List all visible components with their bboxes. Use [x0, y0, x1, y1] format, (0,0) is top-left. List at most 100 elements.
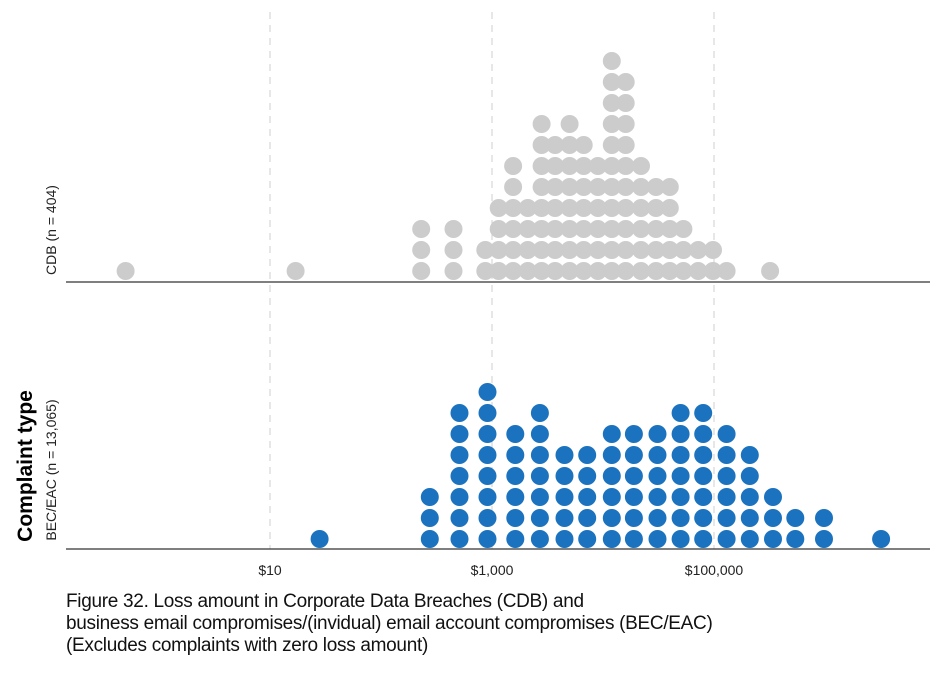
cdb-dot-11-0 — [574, 262, 593, 280]
cdb-panel-label: CDB (n = 404) — [43, 185, 59, 275]
bec-dot-10-1 — [648, 509, 667, 527]
bec-dot-13-2 — [717, 488, 736, 506]
cdb-dot-11-6 — [574, 136, 593, 154]
bec-dot-3-7 — [478, 383, 497, 401]
bec-dot-4-0 — [506, 530, 525, 548]
bec-dot-5-2 — [530, 488, 549, 506]
cdb-dot-13-9 — [602, 73, 621, 91]
cdb-dot-11-2 — [574, 220, 593, 238]
bec-dot-10-3 — [648, 467, 667, 485]
cdb-dot-8-4 — [532, 178, 551, 196]
bec-dot-9-5 — [624, 425, 643, 443]
bec-dot-3-6 — [478, 404, 497, 422]
cdb-dot-8-5 — [532, 157, 551, 175]
bec-dot-9-1 — [624, 509, 643, 527]
bec-dot-16-0 — [786, 530, 805, 548]
cdb-dot-18-1 — [674, 241, 693, 259]
x-tick-labels: $10 $1,000 $100,000 — [258, 562, 743, 578]
cdb-dot-15-1 — [632, 241, 650, 259]
bec-dot-11-1 — [671, 509, 690, 527]
cdb-dot-14-6 — [616, 136, 635, 154]
cdb-dot-9-6 — [546, 136, 565, 154]
cdb-dot-13-0 — [602, 262, 621, 280]
cdb-dot-9-3 — [546, 199, 565, 217]
bec-dot-14-0 — [740, 530, 759, 548]
bec-dot-10-4 — [648, 446, 667, 464]
cdb-dot-2-2 — [412, 220, 431, 238]
cdb-dot-22-0 — [761, 262, 780, 280]
bec-dot-8-3 — [602, 467, 621, 485]
bec-dot-2-0 — [450, 530, 469, 548]
bec-dot-7-4 — [578, 446, 597, 464]
cdb-dot-9-2 — [546, 220, 565, 238]
bec-dot-11-5 — [671, 425, 690, 443]
bec-dot-12-5 — [694, 425, 713, 443]
bec-dot-2-4 — [450, 446, 469, 464]
bec-dot-8-4 — [602, 446, 621, 464]
cdb-dot-2-1 — [412, 241, 431, 259]
cdb-dot-15-3 — [632, 199, 650, 217]
cdb-dot-17-1 — [660, 241, 679, 259]
bec-dot-4-1 — [506, 509, 525, 527]
bec-dot-8-0 — [602, 530, 621, 548]
cdb-dot-2-0 — [412, 262, 431, 280]
cdb-dot-15-0 — [632, 262, 650, 280]
bec-dot-2-6 — [450, 404, 469, 422]
bec-dot-2-2 — [450, 488, 469, 506]
bec-dot-14-2 — [740, 488, 759, 506]
cdb-dot-11-3 — [574, 199, 593, 217]
bec-dot-6-2 — [555, 488, 574, 506]
bec-dot-5-1 — [530, 509, 549, 527]
cdb-dot-18-2 — [674, 220, 693, 238]
bec-dot-12-3 — [694, 467, 713, 485]
cdb-dot-10-0 — [560, 262, 579, 280]
cdb-dot-14-7 — [616, 115, 635, 133]
cdb-dot-12-5 — [588, 157, 607, 175]
cdb-dot-10-5 — [560, 157, 579, 175]
bec-dot-9-2 — [624, 488, 643, 506]
bec-dot-5-0 — [530, 530, 549, 548]
cdb-dot-18-0 — [674, 262, 693, 280]
bec-dot-12-2 — [694, 488, 713, 506]
bec-dot-5-4 — [530, 446, 549, 464]
cdb-dot-10-1 — [560, 241, 579, 259]
cdb-dot-9-1 — [546, 241, 565, 259]
bec-panel-label: BEC/EAC (n = 13,065) — [43, 399, 59, 540]
cdb-dot-6-5 — [504, 157, 523, 175]
bec-dot-5-6 — [530, 404, 549, 422]
cdb-dot-12-3 — [588, 199, 607, 217]
cdb-dot-0-0 — [116, 262, 135, 280]
bec-dot-2-5 — [450, 425, 469, 443]
cdb-dot-6-1 — [504, 241, 523, 259]
bec-dot-12-1 — [694, 509, 713, 527]
cdb-dot-13-3 — [602, 199, 621, 217]
cdb-dot-9-4 — [546, 178, 565, 196]
cdb-dot-20-0 — [704, 262, 722, 280]
cdb-dot-15-4 — [632, 178, 650, 196]
bec-dot-5-5 — [530, 425, 549, 443]
bec-dot-10-0 — [648, 530, 667, 548]
cdb-dot-3-2 — [444, 220, 463, 238]
cdb-dot-9-5 — [546, 157, 565, 175]
bec-dot-9-3 — [624, 467, 643, 485]
cdb-dot-16-3 — [647, 199, 665, 217]
cdb-dot-6-0 — [504, 262, 523, 280]
cdb-dot-20-1 — [704, 241, 722, 259]
cdb-dot-14-0 — [616, 262, 635, 280]
bec-dot-9-0 — [624, 530, 643, 548]
cdb-dot-10-3 — [560, 199, 579, 217]
bec-dot-11-6 — [671, 404, 690, 422]
bec-dot-8-5 — [602, 425, 621, 443]
bec-dot-2-3 — [450, 467, 469, 485]
cdb-dot-11-4 — [574, 178, 593, 196]
bec-dot-4-2 — [506, 488, 525, 506]
cdb-dot-7-1 — [518, 241, 537, 259]
cdb-dot-4-0 — [476, 262, 495, 280]
cdb-dot-16-0 — [647, 262, 665, 280]
cdb-dot-11-1 — [574, 241, 593, 259]
cdb-dot-15-5 — [632, 157, 650, 175]
bec-dot-7-1 — [578, 509, 597, 527]
bec-dot-3-2 — [478, 488, 497, 506]
cdb-dot-8-0 — [532, 262, 551, 280]
caption-line-3: (Excludes complaints with zero loss amou… — [66, 635, 428, 656]
